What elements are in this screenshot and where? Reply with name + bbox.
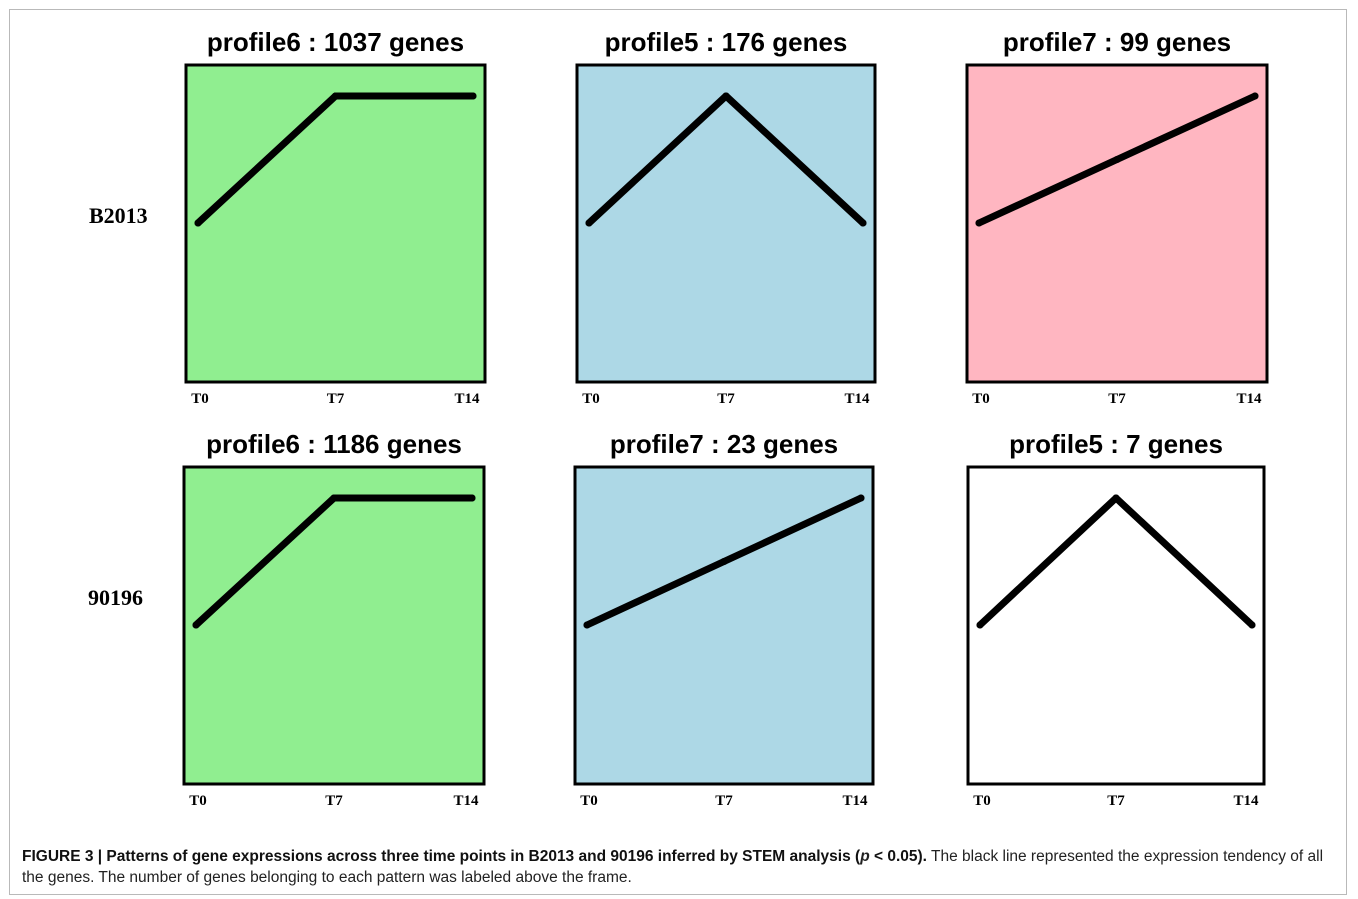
x-tick-label: T7	[1108, 391, 1126, 407]
profile-panel-3: profile7 : 99 genes T0 T7 T14	[965, 27, 1269, 407]
x-tick-label: T7	[1107, 793, 1125, 809]
profile-point	[1113, 156, 1121, 163]
x-tick-label: T7	[715, 793, 733, 809]
profile-point	[857, 494, 865, 502]
profile-panel-5: profile7 : 23 genes T0 T7 T14	[573, 429, 875, 809]
profile-point	[332, 92, 339, 100]
profile-panel-1: profile6 : 1037 genes T0 T7 T14	[184, 27, 487, 407]
profile-point	[1251, 92, 1259, 100]
panel-frame	[965, 63, 1269, 384]
x-tick-label: T0	[582, 391, 600, 407]
profile-line-segment	[975, 156, 1121, 227]
row-label-b2013: B2013	[89, 203, 148, 228]
profile-point	[975, 219, 983, 227]
profile-point	[720, 558, 728, 565]
row-label-90196: 90196	[88, 585, 143, 610]
profile-point	[976, 621, 984, 629]
panel-title: profile5 : 176 genes	[605, 27, 848, 57]
panel-frame	[966, 465, 1266, 786]
x-tick-label: T14	[454, 391, 480, 407]
caption-p-symbol: p	[860, 848, 870, 865]
profile-point	[468, 494, 476, 502]
panel-frame	[575, 63, 877, 384]
profile-line-segment	[192, 494, 338, 629]
profile-point	[1248, 621, 1256, 629]
profile-line-segment	[1113, 92, 1259, 163]
profile-point	[1112, 494, 1120, 502]
profile-line-segment	[722, 92, 867, 227]
x-tick-label: T0	[580, 793, 598, 809]
profile-line-segment	[976, 494, 1120, 629]
panel-frame	[182, 465, 486, 786]
panel-frame	[184, 63, 487, 384]
x-tick-label: T7	[327, 391, 345, 407]
x-tick-label: T7	[325, 793, 343, 809]
caption-p-rest: < 0.05).	[869, 848, 927, 865]
profile-point	[722, 92, 730, 100]
profile-line-segment	[585, 92, 730, 227]
x-tick-label: T14	[1236, 391, 1262, 407]
caption-lead: FIGURE 3 | Patterns of gene expressions …	[22, 848, 861, 865]
x-tick-label: T0	[189, 793, 207, 809]
profile-panel-6: profile5 : 7 genes T0 T7 T14	[966, 429, 1266, 809]
profile-point	[469, 92, 477, 100]
profile-point	[194, 219, 202, 227]
caption-body: The black line represented the expressio…	[22, 848, 1324, 886]
x-tick-label: T0	[973, 793, 991, 809]
profile-point	[330, 494, 338, 502]
profile-point	[859, 219, 867, 227]
x-tick-label: T0	[972, 391, 990, 407]
profile-point	[585, 219, 593, 227]
profile-line-segment	[194, 92, 339, 227]
x-tick-label: T0	[191, 391, 209, 407]
panel-frame	[573, 465, 875, 786]
panel-title: profile6 : 1037 genes	[207, 27, 464, 57]
x-tick-label: T7	[717, 391, 735, 407]
profile-point	[583, 621, 591, 629]
x-tick-label: T14	[842, 793, 868, 809]
panel-title: profile6 : 1186 genes	[206, 429, 462, 459]
x-tick-label: T14	[453, 793, 479, 809]
x-tick-label: T14	[1233, 793, 1259, 809]
profile-line-segment	[583, 558, 728, 629]
profile-panel-4: profile6 : 1186 genes T0 T7 T14	[182, 429, 486, 809]
profile-line-segment	[1112, 494, 1256, 629]
panel-title: profile5 : 7 genes	[1009, 429, 1223, 459]
profile-point	[192, 621, 200, 629]
x-tick-label: T14	[844, 391, 870, 407]
profile-line-segment	[720, 494, 865, 565]
panel-title: profile7 : 23 genes	[610, 429, 838, 459]
profile-panel-2: profile5 : 176 genes T0 T7 T14	[575, 27, 877, 407]
panel-title: profile7 : 99 genes	[1003, 27, 1231, 57]
figure-caption: FIGURE 3 | Patterns of gene expressions …	[22, 846, 1342, 888]
